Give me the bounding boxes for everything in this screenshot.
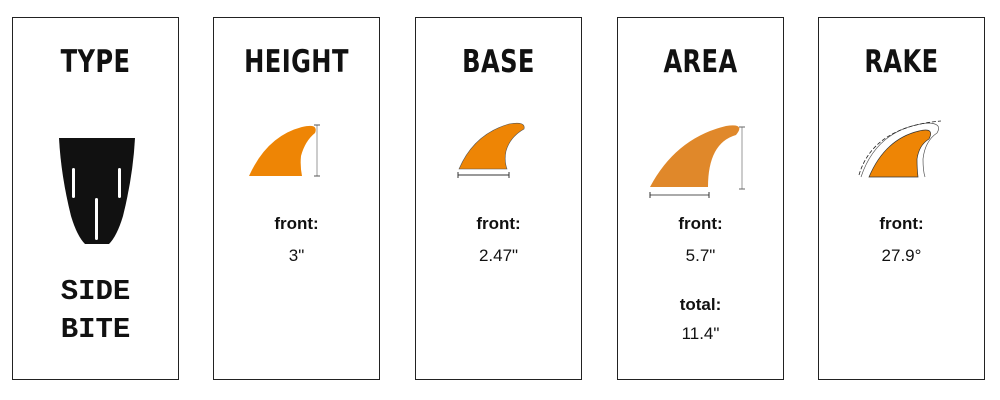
panel-title: BASE: [462, 44, 535, 80]
front-value: 27.9°: [881, 246, 922, 265]
panel-rake: RAKE front: 27.9°: [818, 17, 985, 380]
front-value: 3": [288, 246, 305, 265]
total-value: 11.4": [681, 324, 720, 343]
panel-area: AREA front: 5.7" total: 11.4": [617, 17, 784, 380]
panel-base: BASE front: 2.47": [415, 17, 582, 380]
fin-base-icon: [416, 106, 581, 196]
fin-height-icon: [214, 106, 379, 196]
panel-title: TYPE: [60, 44, 131, 80]
panel-title: AREA: [663, 44, 738, 80]
panel-title: RAKE: [864, 44, 939, 80]
front-label: front:: [476, 214, 521, 233]
front-label: front:: [274, 214, 319, 233]
fin-area-icon: [618, 118, 783, 208]
fin-rake-icon: [819, 106, 984, 196]
panel-height: HEIGHT front: 3": [213, 17, 380, 380]
front-value: 2.47": [478, 246, 519, 265]
surfboard-tail-side-bite-icon: [57, 136, 137, 251]
total-label: total:: [679, 295, 722, 314]
front-value: 5.7": [685, 246, 716, 265]
fin-type-line-1: SIDE: [60, 275, 131, 308]
panel-type: TYPE SIDE BITE: [12, 17, 179, 380]
front-label: front:: [678, 214, 723, 233]
fin-type-line-2: BITE: [60, 313, 131, 346]
panel-title: HEIGHT: [244, 44, 349, 80]
front-label: front:: [879, 214, 924, 233]
